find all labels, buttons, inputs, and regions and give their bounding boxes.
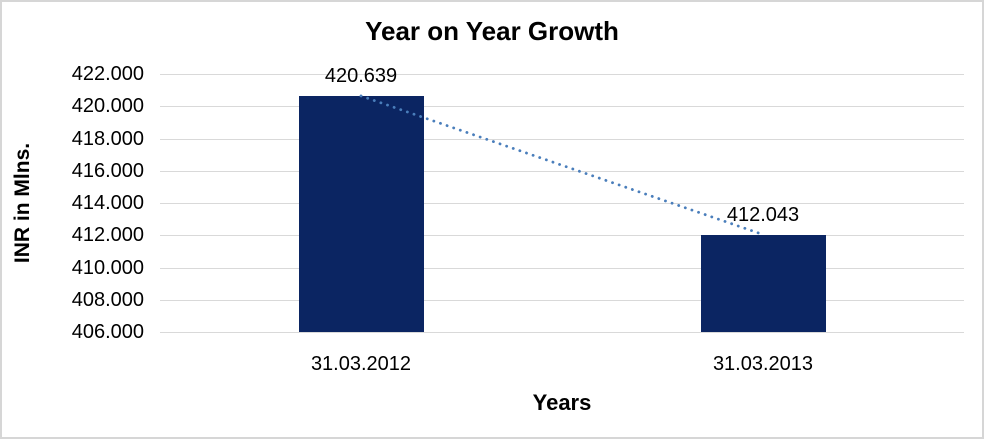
trendline [359, 94, 765, 236]
chart-title: Year on Year Growth [365, 16, 619, 46]
data-label: 420.639 [324, 64, 398, 87]
gridline [160, 299, 964, 301]
bar-31.03.2012 [298, 95, 424, 332]
y-tick-label: 422.000 [71, 63, 144, 85]
data-label: 412.043 [726, 203, 800, 226]
y-tick-label: 416.000 [71, 159, 144, 182]
x-axis-title: Years [532, 390, 592, 415]
gridline [160, 203, 964, 204]
x-category-label: 31.03.2013 [712, 353, 814, 375]
x-category-label: 31.03.2012 [310, 353, 412, 375]
y-tick-label: 406.000 [71, 321, 144, 343]
gridline [160, 170, 964, 172]
y-tick-label: 414.000 [71, 192, 144, 214]
gridline [160, 332, 964, 333]
bar-31.03.2013 [700, 234, 826, 332]
y-tick-label: 408.000 [71, 288, 144, 311]
trendline-segment [359, 94, 765, 236]
gridline [160, 138, 964, 140]
gridline [160, 235, 964, 237]
gridline [160, 106, 964, 108]
plot-area [160, 74, 964, 333]
gridline [160, 267, 964, 269]
gridline [160, 74, 964, 75]
y-tick-label: 412.000 [71, 224, 144, 247]
y-tick-label: 410.000 [71, 256, 144, 279]
y-tick-label: 420.000 [71, 95, 144, 118]
y-tick-label: 418.000 [71, 127, 144, 150]
